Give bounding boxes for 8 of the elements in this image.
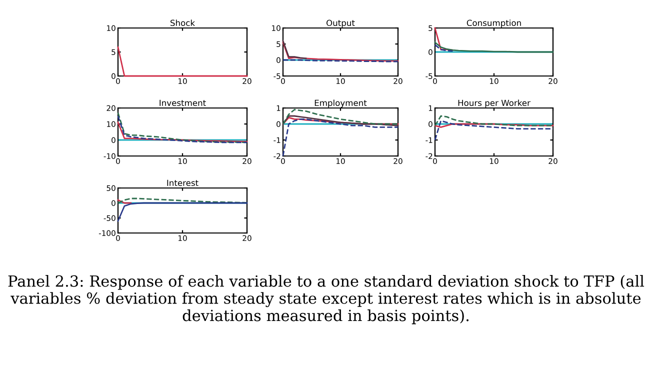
- chart-title: Consumption: [466, 20, 521, 28]
- chart-title: Hours per Worker: [458, 100, 530, 108]
- chart-title: Interest: [167, 180, 198, 186]
- chart-title: Employment: [314, 100, 367, 108]
- chart-title: Investment: [160, 100, 206, 106]
- text: Panel 2.3: Response of each variable to a one standard deviation shock to TFP (all variables % deviation from steady state except interest rates which is in absolute deviations measured in basis points).: [8, 275, 644, 324]
- chart-title: Output: [326, 20, 355, 28]
- chart-title: Shock: [170, 20, 196, 26]
